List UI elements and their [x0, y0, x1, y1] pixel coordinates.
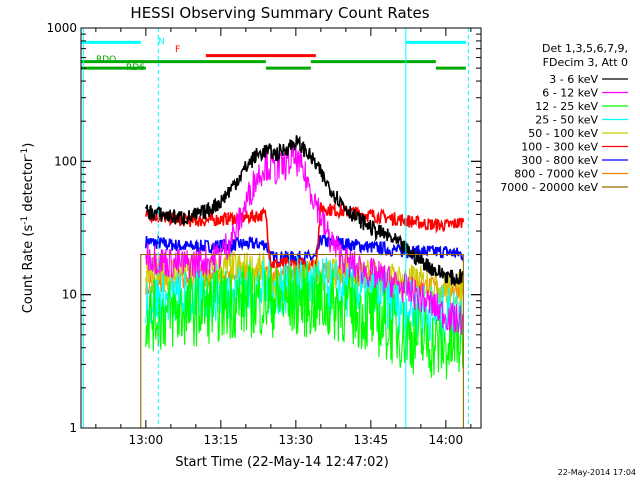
series-line-6-to-12keV	[145, 142, 464, 335]
legend-entry-label: 25 - 50 keV	[535, 114, 598, 127]
y-axis: 1 10 100 1000	[46, 21, 481, 435]
vlines-layer	[82, 28, 469, 428]
x-tick-label: 13:15	[204, 433, 239, 447]
flag-label-n: N	[158, 37, 165, 47]
legend-entry-label: 6 - 12 keV	[542, 87, 598, 100]
series-line-3-to-6keV	[145, 135, 465, 286]
x-tick-label: 13:30	[279, 433, 314, 447]
legend-entry-label: 50 - 100 keV	[528, 127, 598, 140]
y-axis-label-main: Count Rate (s	[21, 225, 36, 314]
plot-frame	[80, 27, 482, 429]
y-tick-label: 1	[69, 421, 77, 435]
legend-header-2: FDecim 3, Att 0	[543, 56, 628, 69]
y-axis-label-mid: detector	[21, 156, 36, 216]
flag-label-rdo: RDO	[96, 55, 116, 65]
legend: Det 1,3,5,6,7,9, FDecim 3, Att 0 3 - 6 k…	[500, 42, 628, 194]
flag-label-f: F	[175, 45, 180, 55]
y-axis-label-sup1: -1	[20, 216, 30, 225]
legend-entry-label: 800 - 7000 keV	[514, 168, 598, 181]
y-axis-label-end: )	[21, 143, 36, 148]
series-line-7000-to-20000keV	[140, 253, 464, 428]
x-tick-label: 13:00	[129, 433, 164, 447]
x-axis-label: Start Time (22-May-14 12:47:02)	[175, 455, 389, 470]
y-axis-label-sup2: -1	[20, 148, 30, 157]
series-layer	[140, 135, 465, 428]
flags-layer: NF RDO RD6	[81, 37, 466, 73]
y-axis-label: Count Rate (s-1 detector-1)	[20, 143, 36, 314]
x-axis: 13:00 13:15 13:30 13:45 14:00	[95, 28, 472, 447]
date-stamp: 22-May-2014 17:04	[558, 468, 636, 477]
x-tick-label: 14:00	[429, 433, 464, 447]
flag-label-rd6: RD6	[126, 63, 145, 73]
chart-title: HESSI Observing Summary Count Rates	[130, 4, 429, 22]
y-tick-label: 10	[62, 288, 77, 302]
legend-entry-label: 7000 - 20000 keV	[500, 181, 598, 194]
series-line-12-to-25keV	[145, 264, 464, 380]
y-tick-label: 1000	[46, 21, 77, 35]
legend-entry-label: 300 - 800 keV	[521, 154, 598, 167]
legend-entry-label: 100 - 300 keV	[521, 141, 598, 154]
legend-header-1: Det 1,3,5,6,7,9,	[542, 42, 628, 55]
legend-entry-label: 12 - 25 keV	[535, 100, 598, 113]
legend-entry-label: 3 - 6 keV	[549, 73, 598, 86]
y-tick-label: 100	[54, 154, 77, 168]
x-tick-label: 13:45	[354, 433, 389, 447]
